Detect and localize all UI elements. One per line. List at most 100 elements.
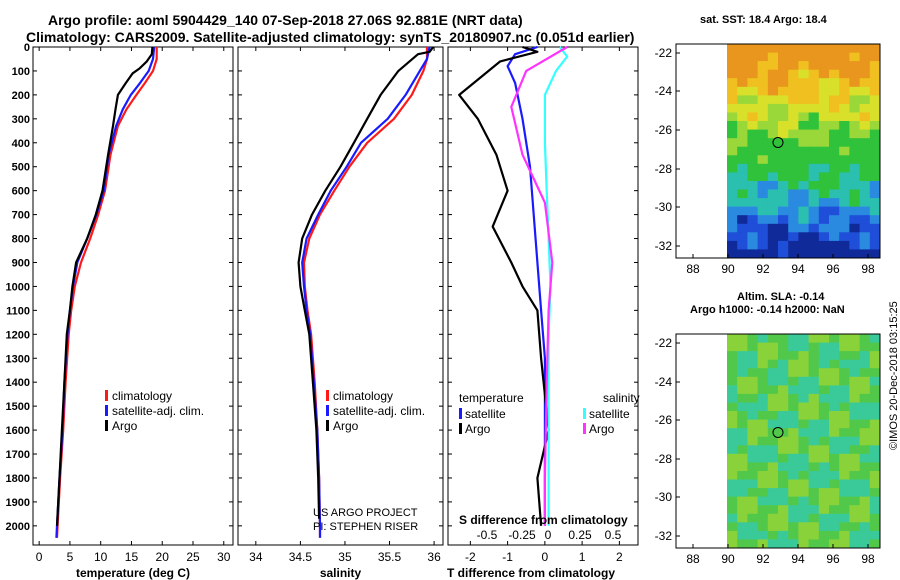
sla-cell xyxy=(747,436,759,446)
sla-cell xyxy=(778,462,789,472)
temperature-legend-swatch xyxy=(105,420,108,431)
sla-cell xyxy=(737,419,748,429)
sst-cell xyxy=(839,155,850,165)
sst-cell xyxy=(747,240,759,250)
sla-cell xyxy=(849,402,861,412)
sla-cell xyxy=(788,445,799,455)
sst-cell xyxy=(829,206,840,216)
sst-cell xyxy=(757,249,769,259)
sst-cell xyxy=(788,78,799,88)
sst-cell xyxy=(829,121,840,131)
sst-cell xyxy=(778,112,789,122)
sla-cell xyxy=(747,334,759,344)
sst-cell xyxy=(869,163,881,173)
sla-cell xyxy=(849,334,861,344)
sst-cell xyxy=(859,138,871,148)
sst-cell xyxy=(788,95,799,105)
sla-cell xyxy=(788,539,799,549)
sla-cell xyxy=(859,334,871,344)
sla-cell xyxy=(737,488,748,498)
sst-cell xyxy=(839,129,850,139)
sst-cell xyxy=(767,112,779,122)
sst-cell xyxy=(849,172,861,182)
sla-cell xyxy=(839,342,850,352)
depth-tick-label: 300 xyxy=(12,114,30,126)
sla-cell xyxy=(869,479,881,489)
sla-cell xyxy=(767,479,779,489)
sst-cell xyxy=(829,215,840,225)
sla-cell xyxy=(737,385,748,395)
sst-cell xyxy=(778,172,789,182)
sla-cell xyxy=(869,445,881,455)
sst-cell xyxy=(788,172,799,182)
sla-cell xyxy=(757,342,769,352)
sst-cell xyxy=(767,69,779,79)
difference-series-3 xyxy=(510,46,568,526)
sst-cell xyxy=(727,95,738,105)
sla-cell xyxy=(869,376,881,386)
difference-series-2 xyxy=(543,46,569,526)
sst-cell xyxy=(859,249,871,259)
sla-cell xyxy=(747,496,759,506)
temperature-legend-label: Argo xyxy=(112,419,138,433)
sla-cell xyxy=(737,479,748,489)
sla-cell xyxy=(829,445,840,455)
sla-cell xyxy=(869,505,881,515)
diff-x2tick-label: 0 xyxy=(545,528,552,542)
sst-cell xyxy=(869,172,881,182)
sst-cell xyxy=(737,78,748,88)
sst-cell xyxy=(778,240,789,250)
sla-ytick-label: -24 xyxy=(655,375,673,389)
sst-cell xyxy=(829,163,840,173)
sla-cell xyxy=(839,419,850,429)
sla-cell xyxy=(818,496,830,506)
salinity-xtick-label: 35.5 xyxy=(378,550,402,564)
sla-cell xyxy=(849,376,861,386)
sla-cell xyxy=(849,539,861,549)
sla-cell xyxy=(839,539,850,549)
sst-cell xyxy=(798,155,810,165)
sst-cell xyxy=(788,44,799,54)
sla-cell xyxy=(808,496,820,506)
sst-cell xyxy=(818,86,830,96)
sst-cell xyxy=(757,181,769,191)
sla-ytick-label: -28 xyxy=(655,452,673,466)
sst-cell xyxy=(747,129,759,139)
sla-cell xyxy=(808,462,820,472)
sst-cell xyxy=(757,240,769,250)
sst-cell xyxy=(788,206,799,216)
sla-cell xyxy=(829,522,840,532)
sla-cell xyxy=(778,453,789,463)
sst-cell xyxy=(849,112,861,122)
sst-ytick-label: -26 xyxy=(655,123,673,137)
sla-cell xyxy=(808,402,820,412)
sla-cell xyxy=(757,368,769,378)
sst-cell xyxy=(747,215,759,225)
sst-cell xyxy=(798,163,810,173)
sst-cell xyxy=(839,95,850,105)
sla-cell xyxy=(859,453,871,463)
sla-cell xyxy=(747,351,759,361)
sla-cell xyxy=(829,496,840,506)
sst-cell xyxy=(788,223,799,233)
sla-cell xyxy=(757,393,769,403)
sla-cell xyxy=(859,393,871,403)
sst-cell xyxy=(737,172,748,182)
sla-cell xyxy=(849,479,861,489)
sst-cell xyxy=(818,129,830,139)
sla-cell xyxy=(727,402,738,412)
sst-cell xyxy=(767,232,779,242)
sst-cell xyxy=(778,181,789,191)
sla-cell xyxy=(859,376,871,386)
salinity-xlabel: salinity xyxy=(320,566,362,580)
sla-cell xyxy=(778,359,789,369)
sla-cell xyxy=(818,334,830,344)
diff-legend-swatch xyxy=(583,408,586,419)
sst-cell xyxy=(849,121,861,131)
sla-cell xyxy=(737,368,748,378)
sla-cell xyxy=(818,522,830,532)
diff-x2tick-label: -0.25 xyxy=(508,528,536,542)
sla-cell xyxy=(808,471,820,481)
sla-cell xyxy=(747,488,759,498)
sst-xtick-label: 96 xyxy=(826,262,840,276)
